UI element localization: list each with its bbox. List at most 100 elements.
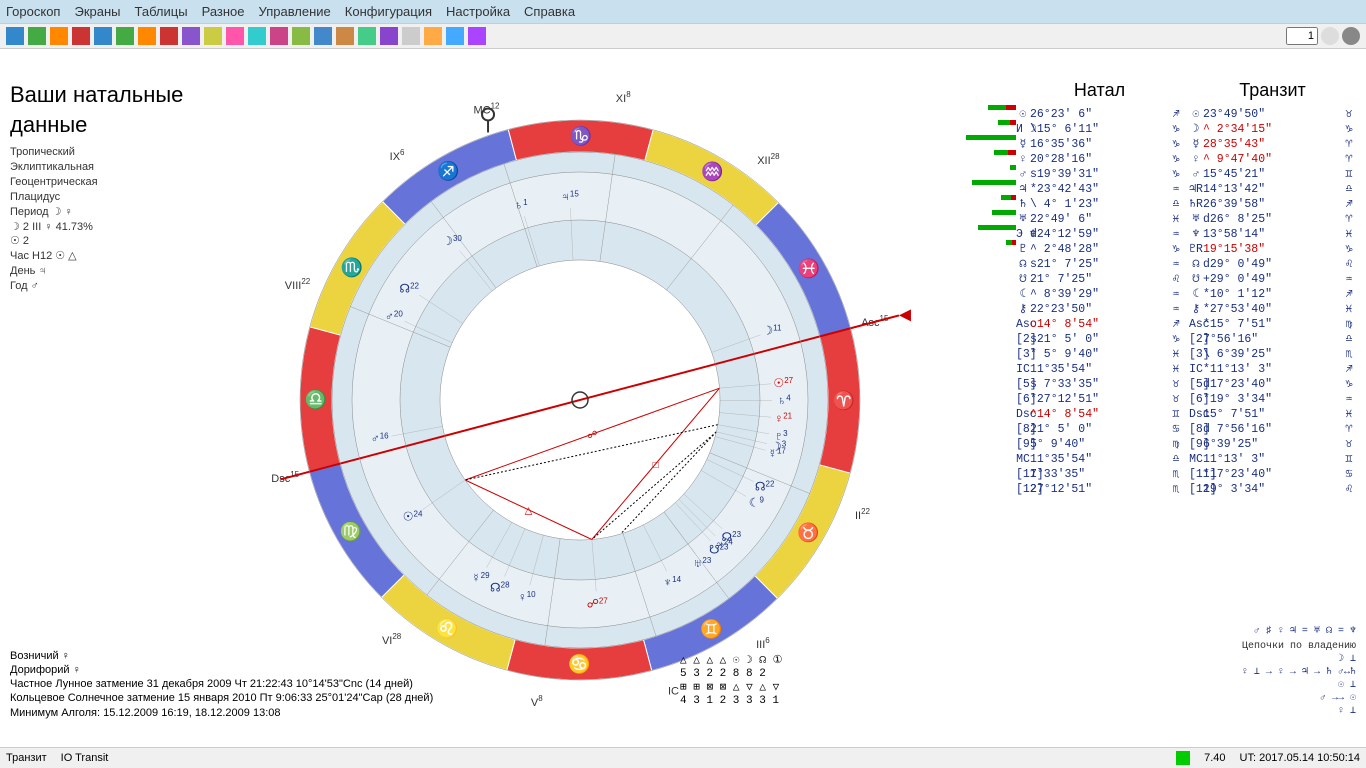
position-row: ♅ 22°49' 6"♓	[1016, 212, 1183, 227]
position-row: ♃R 14°13'42"♎	[1189, 182, 1356, 197]
svg-text:□: □	[653, 460, 659, 471]
svg-text:♍: ♍	[340, 520, 362, 541]
position-row: ♀ ^ 9°47'40"♈	[1189, 152, 1356, 167]
menu-Конфигурация[interactable]: Конфигурация	[345, 4, 432, 19]
position-row: Asc o14° 8'54"♐	[1016, 317, 1183, 332]
footer-line: Минимум Алголя: 15.12.2009 16:19, 18.12.…	[10, 706, 433, 720]
status-item: IO Transit	[61, 752, 109, 764]
position-row: [5] d17°23'40"♑	[1189, 377, 1356, 392]
position-row: ☿ 28°35'43"♈	[1189, 137, 1356, 152]
toolbar-icon-21[interactable]	[468, 27, 486, 45]
menubar: Гороскоп Экраны Таблицы Разное Управление Кон…	[0, 0, 1366, 23]
position-row: [6] *27°12'51"♉	[1016, 392, 1183, 407]
toolbar-icon-6[interactable]	[138, 27, 156, 45]
svg-text:V8: V8	[531, 694, 543, 709]
svg-text:♈: ♈	[833, 390, 855, 411]
chain-line: ☽ ⊥	[1242, 653, 1356, 666]
target-icon[interactable]	[1342, 27, 1360, 45]
position-row: Э ♆ d24°12'59"♒	[1016, 227, 1183, 242]
chain-line: ♀ ⊥	[1242, 705, 1356, 718]
position-row: ♄R 26°39'58"♐	[1189, 197, 1356, 212]
toolbar-icon-2[interactable]	[50, 27, 68, 45]
svg-text:♉: ♉	[797, 522, 819, 543]
toolbar-icon-10[interactable]	[226, 27, 244, 45]
toolbar-icon-20[interactable]	[446, 27, 464, 45]
toolbar-icon-11[interactable]	[248, 27, 266, 45]
footer-shape-line: 5 3 2 2 8 8 2	[680, 668, 782, 681]
position-row: IC *11°13' 3"♐	[1189, 362, 1356, 377]
spin-input[interactable]	[1286, 27, 1318, 45]
svg-text:II22: II22	[855, 507, 871, 522]
position-row: [2] 7°56'16"♎	[1189, 332, 1356, 347]
toolbar-icons	[6, 27, 486, 45]
toolbar-icon-9[interactable]	[204, 27, 222, 45]
svg-text:IC: IC	[668, 685, 679, 697]
toolbar-icon-12[interactable]	[270, 27, 288, 45]
position-row: [12] 19° 3'34"♌	[1189, 482, 1356, 497]
toolbar-icon-1[interactable]	[28, 27, 46, 45]
strength-bar	[936, 220, 1016, 235]
position-row: ♀ 20°28'16"♑	[1016, 152, 1183, 167]
toolbar-icon-19[interactable]	[424, 27, 442, 45]
position-row: [11] 7°33'35"♏	[1016, 467, 1183, 482]
toolbar-icon-8[interactable]	[182, 27, 200, 45]
chain-line: ☉ ⊥	[1242, 679, 1356, 692]
position-row: ☾ ^ 8°39'29"♒	[1016, 287, 1183, 302]
menu-Управление[interactable]: Управление	[259, 4, 331, 19]
status-version: 7.40	[1204, 752, 1225, 764]
toolbar-right	[1286, 27, 1360, 45]
toolbar-icon-3[interactable]	[72, 27, 90, 45]
menu-Разное[interactable]: Разное	[202, 4, 245, 19]
svg-text:VI28: VI28	[382, 632, 402, 647]
toolbar-icon-4[interactable]	[94, 27, 112, 45]
svg-text:♑: ♑	[569, 125, 591, 146]
strength-bar	[936, 130, 1016, 145]
position-row: ☉ 26°23' 6"♐	[1016, 107, 1183, 122]
toolbar-icon-17[interactable]	[380, 27, 398, 45]
strength-bar	[936, 205, 1016, 220]
toolbar-icon-16[interactable]	[358, 27, 376, 45]
position-row: [11] *17°23'40"♋	[1189, 467, 1356, 482]
chain-row: ♂ ♯ ♀ ♃ = ♅ ☊ = ♆	[1242, 625, 1356, 638]
position-row: IC 11°35'54"♓	[1016, 362, 1183, 377]
toolbar-icon-5[interactable]	[116, 27, 134, 45]
position-row: И ☽ \15° 6'11"♑	[1016, 122, 1183, 137]
footer-line: Кольцевое Солнечное затмение 15 января 2…	[10, 691, 433, 705]
transit-title: Транзит	[1189, 80, 1356, 101]
status-right: 7.40 UT: 2017.05.14 10:50:14	[1176, 751, 1360, 765]
menu-Таблицы[interactable]: Таблицы	[134, 4, 187, 19]
strength-bar	[936, 100, 1016, 115]
svg-text:III6: III6	[756, 636, 770, 651]
toolbar-icon-15[interactable]	[336, 27, 354, 45]
position-row: [3] \ 6°39'25"♏	[1189, 347, 1356, 362]
position-row: ♂ s19°39'31"♑	[1016, 167, 1183, 182]
position-row: MC 11°35'54"♎	[1016, 452, 1183, 467]
planet-tables: Натал ☉ 26°23' 6"♐И ☽ \15° 6'11"♑☿ 16°35…	[1016, 80, 1356, 497]
svg-text:♐: ♐	[437, 160, 459, 181]
position-row: [8] 21° 5' 0"♋	[1016, 422, 1183, 437]
toolbar-icon-13[interactable]	[292, 27, 310, 45]
menu-Гороскоп[interactable]: Гороскоп	[6, 4, 60, 19]
menu-Экраны[interactable]: Экраны	[74, 4, 120, 19]
svg-text:XII28: XII28	[757, 152, 780, 167]
svg-text:♎: ♎	[305, 388, 327, 409]
position-row: Dsc ^14° 8'54"♊	[1016, 407, 1183, 422]
footer-shape-line: △ △ △ △ ☉ ☽ ☊ ①	[680, 655, 782, 668]
svg-text:IX6: IX6	[390, 148, 405, 163]
menu-Настройка[interactable]: Настройка	[446, 4, 510, 19]
svg-text:♊: ♊	[700, 618, 722, 639]
toolbar-icon-18[interactable]	[402, 27, 420, 45]
svg-text:XI8: XI8	[616, 90, 631, 105]
toolbar-icon-7[interactable]	[160, 27, 178, 45]
clock-icon[interactable]	[1321, 27, 1339, 45]
position-row: Asc *15° 7'51"♍	[1189, 317, 1356, 332]
position-row: Dsc 15° 7'51"♓	[1189, 407, 1356, 422]
position-row: ☿ 16°35'36"♑	[1016, 137, 1183, 152]
svg-text:♌: ♌	[436, 617, 458, 638]
status-item: Транзит	[6, 752, 47, 764]
position-row: MC 11°13' 3"♊	[1189, 452, 1356, 467]
toolbar-icon-14[interactable]	[314, 27, 332, 45]
position-row: [12] 27°12'51"♏	[1016, 482, 1183, 497]
menu-Справка[interactable]: Справка	[524, 4, 575, 19]
toolbar-icon-0[interactable]	[6, 27, 24, 45]
